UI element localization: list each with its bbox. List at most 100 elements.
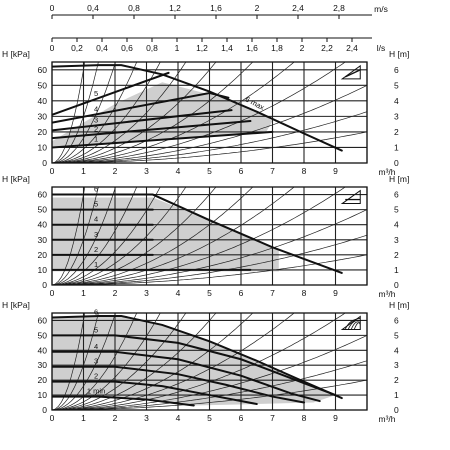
curve-label-2: 2 <box>94 124 98 133</box>
x-axis-label: m³/h <box>379 289 396 299</box>
x-tick-label: 4 <box>176 413 181 423</box>
x-tick-label: 3 <box>144 413 149 423</box>
icon-triangle <box>340 64 361 80</box>
y-right-tick-label: 4 <box>394 96 399 106</box>
x-tick-label: 1 <box>81 413 86 423</box>
x-tick-label: 8 <box>302 413 307 423</box>
x-tick-label: 6 <box>239 166 244 176</box>
y-left-tick-label: 30 <box>38 111 48 121</box>
y-right-tick-label: 2 <box>394 375 399 385</box>
y-left-tick-label: 0 <box>42 405 47 415</box>
y-left-axis-label: H [kPa] <box>2 49 30 59</box>
y-right-axis-label: H [m] <box>389 300 409 310</box>
y-right-tick-label: 5 <box>394 80 399 90</box>
y-left-tick-label: 20 <box>38 375 48 385</box>
icon-line <box>344 69 361 78</box>
y-right-tick-label: 1 <box>394 265 399 275</box>
y-right-tick-label: 1 <box>394 390 399 400</box>
y-right-tick-label: 0 <box>394 280 399 290</box>
constant-speed-icon <box>340 315 361 330</box>
y-left-tick-label: 0 <box>42 280 47 290</box>
icon-curve <box>353 322 361 330</box>
top-axis-2-tick-label: 1 <box>175 43 180 53</box>
x-tick-label: 4 <box>176 166 181 176</box>
x-tick-label: 4 <box>176 288 181 298</box>
system-curve-4 <box>52 62 138 163</box>
top-axis-1-tick-label: 1,2 <box>169 3 181 13</box>
top-axis-2-tick-label: 2,4 <box>346 43 358 53</box>
top-axis-2-tick-label: 0 <box>50 43 55 53</box>
plot-frame <box>51 61 368 164</box>
top-axis-1-tick-label: 0 <box>50 3 55 13</box>
x-axis-label: m³/h <box>379 167 396 177</box>
x-axis-label: m³/h <box>379 414 396 424</box>
system-curve-7 <box>52 187 217 285</box>
curve-label-4: 4 <box>94 215 98 224</box>
curve-label-3: 3 <box>94 230 98 239</box>
icon-curve <box>350 321 361 330</box>
x-tick-label: 7 <box>270 413 275 423</box>
x-tick-label: 6 <box>239 413 244 423</box>
pump-curve-3 <box>52 109 233 132</box>
top-axis-2-tick-label: 1,8 <box>271 43 283 53</box>
y-left-tick-label: 30 <box>38 235 48 245</box>
x-tick-label: 2 <box>113 288 118 298</box>
y-right-tick-label: 0 <box>394 405 399 415</box>
y-left-tick-label: 60 <box>38 190 48 200</box>
proportional-pressure-icon <box>340 64 361 80</box>
top-axis-1-tick-label: 2 <box>255 3 260 13</box>
x-tick-label: 0 <box>50 288 55 298</box>
operating-region <box>52 82 273 148</box>
top-axis-2-tick-label: 1,4 <box>221 43 233 53</box>
x-tick-label: 2 <box>113 166 118 176</box>
system-curve-3 <box>52 313 116 410</box>
x-tick-label: 8 <box>302 288 307 298</box>
top-axis-1-tick-label: 1,6 <box>210 3 222 13</box>
curve-label-4: 4 <box>94 104 98 113</box>
x-tick-label: 0 <box>50 413 55 423</box>
curve-label-2: 2 <box>94 372 98 381</box>
system-curve-10 <box>52 62 346 163</box>
y-right-tick-label: 2 <box>394 127 399 137</box>
top-axis-2-tick-label: 2,2 <box>321 43 333 53</box>
y-right-tick-label: 6 <box>394 65 399 75</box>
pump-curve-6 <box>52 193 343 274</box>
plot-frame <box>51 186 368 286</box>
pump-curve-5 <box>52 71 170 116</box>
y-left-tick-label: 10 <box>38 142 48 152</box>
x-tick-label: 7 <box>270 288 275 298</box>
pump-curve-2 <box>52 120 252 140</box>
system-curve-1 <box>52 62 86 163</box>
system-curve-2 <box>52 62 99 163</box>
pump-curve-2 <box>52 380 258 406</box>
x-tick-label: 8 <box>302 166 307 176</box>
curve-label-2: 2 <box>94 245 98 254</box>
system-curve-10 <box>52 187 346 285</box>
top-axis-2-tick-label: 0,2 <box>71 43 83 53</box>
pump-curve-4 <box>52 92 230 124</box>
curve-label-4: 4 <box>94 342 98 351</box>
curve-label-5: 5 <box>94 325 98 334</box>
y-right-tick-label: 3 <box>394 235 399 245</box>
curve-label-1: 1 <box>94 260 98 269</box>
y-right-tick-label: 0 <box>394 158 399 168</box>
top-axis-2-tick-label: 0,4 <box>96 43 108 53</box>
curve-label-3: 3 <box>94 357 98 366</box>
y-right-axis-label: H [m] <box>389 49 409 59</box>
y-left-tick-label: 20 <box>38 127 48 137</box>
x-tick-label: 5 <box>207 166 212 176</box>
system-curve-7 <box>52 62 217 163</box>
x-tick-label: 5 <box>207 288 212 298</box>
y-left-axis-label: H [kPa] <box>2 300 30 310</box>
top-axis-1-tick-label: 0,4 <box>87 3 99 13</box>
icon-curve <box>344 318 361 330</box>
x-tick-label: 2 <box>113 413 118 423</box>
top-axis-2-tick-label: 1,2 <box>196 43 208 53</box>
y-left-tick-label: 50 <box>38 80 48 90</box>
y-left-tick-label: 40 <box>38 345 48 355</box>
system-curve-10 <box>52 313 346 410</box>
y-left-tick-label: 40 <box>38 220 48 230</box>
